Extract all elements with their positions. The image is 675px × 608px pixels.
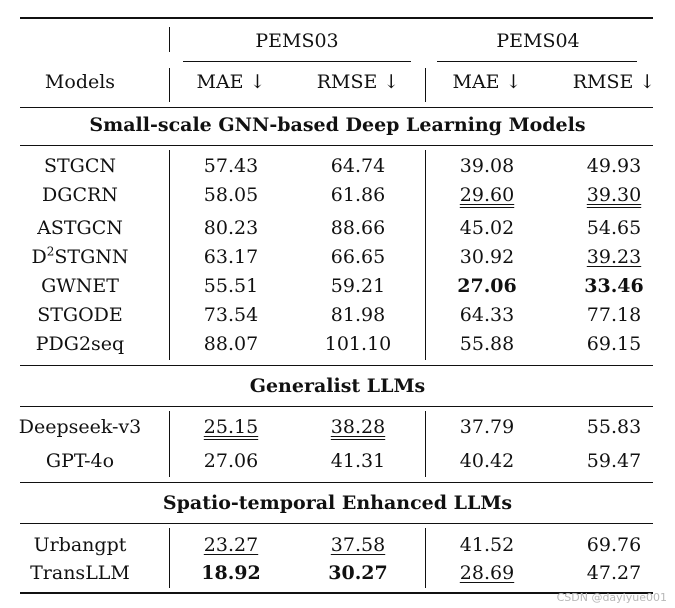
top-rule bbox=[20, 17, 653, 19]
watermark: CSDN @dayiyue001 bbox=[556, 591, 667, 604]
table-cell: 57.43 bbox=[203, 155, 259, 177]
model-name: Deepseek-v3 bbox=[18, 416, 142, 438]
group1-rule bbox=[183, 61, 411, 62]
section1-rule bbox=[20, 145, 653, 146]
table-cell: 27.06 bbox=[203, 450, 259, 472]
table-cell: 69.76 bbox=[586, 534, 642, 556]
bottom-rule bbox=[20, 592, 653, 594]
table-cell: 25.15 bbox=[203, 416, 259, 438]
table-cell: 41.52 bbox=[459, 534, 515, 556]
table-cell: 37.58 bbox=[330, 534, 386, 556]
vertical-rule bbox=[169, 27, 170, 52]
section3-top-rule bbox=[20, 482, 653, 483]
table-cell: 55.51 bbox=[203, 275, 259, 297]
table-cell: 55.83 bbox=[586, 416, 642, 438]
section-title: Spatio-temporal Enhanced LLMs bbox=[162, 492, 513, 514]
model-name: TransLLM bbox=[30, 562, 130, 584]
table-cell: 39.23 bbox=[586, 246, 642, 268]
table-cell: 64.33 bbox=[459, 304, 515, 326]
model-name: STGCN bbox=[43, 155, 117, 177]
table-cell: 88.66 bbox=[330, 217, 386, 239]
table-cell: 66.65 bbox=[330, 246, 386, 268]
table-cell: 58.05 bbox=[203, 184, 259, 206]
model-name-prefix: D bbox=[31, 246, 47, 268]
table-cell: 77.18 bbox=[586, 304, 642, 326]
section-title: Generalist LLMs bbox=[249, 375, 426, 397]
rmse-header: RMSE ↓ bbox=[316, 71, 400, 93]
vertical-rule bbox=[169, 528, 170, 588]
table-cell: 69.15 bbox=[586, 333, 642, 355]
section2-rule bbox=[20, 406, 653, 407]
model-name: GPT-4o bbox=[45, 450, 115, 472]
table-cell: 27.06 bbox=[457, 275, 517, 297]
table-cell: 30.27 bbox=[328, 562, 388, 584]
table-cell: 80.23 bbox=[203, 217, 259, 239]
mae-header: MAE ↓ bbox=[452, 71, 522, 93]
vertical-rule bbox=[425, 68, 426, 102]
table-cell: 59.47 bbox=[586, 450, 642, 472]
table-cell: 59.21 bbox=[330, 275, 386, 297]
table-cell: 63.17 bbox=[203, 246, 259, 268]
header-rule bbox=[20, 107, 653, 108]
model-name: D2STGNN bbox=[32, 246, 129, 268]
table-cell: 101.10 bbox=[324, 333, 392, 355]
table-cell: 47.27 bbox=[586, 562, 642, 584]
model-name: STGODE bbox=[37, 304, 123, 326]
table-cell: 54.65 bbox=[586, 217, 642, 239]
vertical-rule bbox=[425, 528, 426, 588]
group2-header: PEMS04 bbox=[496, 30, 580, 52]
table-cell: 49.93 bbox=[586, 155, 642, 177]
table-cell: 73.54 bbox=[203, 304, 259, 326]
model-name: GWNET bbox=[41, 275, 119, 297]
section2-top-rule bbox=[20, 365, 653, 366]
model-name-superscript: 2 bbox=[46, 244, 55, 259]
group1-header: PEMS03 bbox=[255, 30, 339, 52]
table-cell: 33.46 bbox=[584, 275, 644, 297]
model-name: Urbangpt bbox=[33, 534, 127, 556]
model-name: ASTGCN bbox=[37, 217, 123, 239]
section3-rule bbox=[20, 523, 653, 524]
model-name-suffix: STGNN bbox=[54, 246, 129, 268]
section-title: Small-scale GNN-based Deep Learning Mode… bbox=[89, 114, 586, 136]
table-cell: 23.27 bbox=[203, 534, 259, 556]
table-cell: 64.74 bbox=[330, 155, 386, 177]
vertical-rule bbox=[169, 150, 170, 360]
table-cell: 29.60 bbox=[459, 184, 515, 206]
vertical-rule bbox=[169, 68, 170, 102]
model-name: PDG2seq bbox=[35, 333, 125, 355]
mae-header: MAE ↓ bbox=[196, 71, 266, 93]
table-cell: 40.42 bbox=[459, 450, 515, 472]
model-name: DGCRN bbox=[42, 184, 118, 206]
models-header: Models bbox=[44, 71, 116, 93]
group2-rule bbox=[437, 61, 637, 62]
table-cell: 88.07 bbox=[203, 333, 259, 355]
table-cell: 39.30 bbox=[586, 184, 642, 206]
vertical-rule bbox=[425, 150, 426, 360]
table-cell: 61.86 bbox=[330, 184, 386, 206]
table-cell: 18.92 bbox=[201, 562, 261, 584]
rmse-header: RMSE ↓ bbox=[572, 71, 656, 93]
table-cell: 39.08 bbox=[459, 155, 515, 177]
table-cell: 45.02 bbox=[459, 217, 515, 239]
table-cell: 38.28 bbox=[330, 416, 386, 438]
table-cell: 81.98 bbox=[330, 304, 386, 326]
table-cell: 30.92 bbox=[459, 246, 515, 268]
vertical-rule bbox=[425, 411, 426, 477]
table-cell: 28.69 bbox=[459, 562, 515, 584]
table-cell: 55.88 bbox=[459, 333, 515, 355]
table-cell: 41.31 bbox=[330, 450, 386, 472]
vertical-rule bbox=[169, 411, 170, 477]
table-cell: 37.79 bbox=[459, 416, 515, 438]
